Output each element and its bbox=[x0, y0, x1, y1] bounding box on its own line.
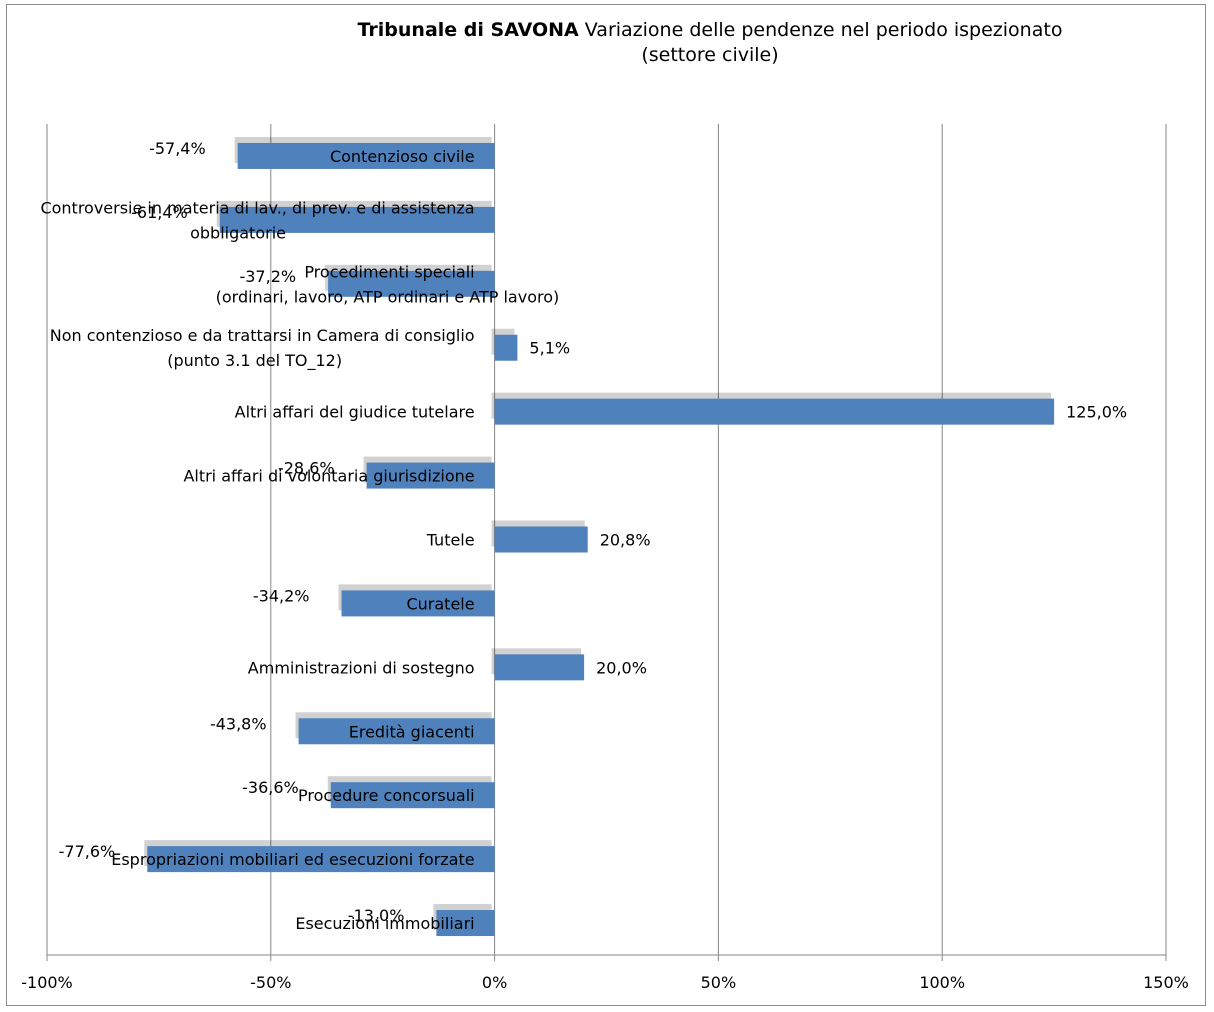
bar-6 bbox=[494, 526, 588, 553]
bar-11 bbox=[147, 846, 495, 873]
bar-1 bbox=[219, 206, 495, 233]
category-label-3-0: Non contenzioso e da trattarsi in Camera… bbox=[50, 326, 475, 345]
category-label-9-0: Eredità giacenti bbox=[349, 722, 475, 741]
bar-4 bbox=[494, 398, 1055, 425]
category-label-6-0: Tutele bbox=[426, 531, 475, 550]
bar-5 bbox=[366, 462, 495, 489]
x-tick-label-5: 150% bbox=[1143, 973, 1189, 992]
category-label-4-0: Altri affari del giudice tutelare bbox=[235, 403, 475, 422]
data-label-2: -37,2% bbox=[239, 267, 296, 286]
bar-9 bbox=[298, 718, 495, 745]
x-tick-label-0: -100% bbox=[21, 973, 73, 992]
bar-2 bbox=[328, 270, 495, 297]
category-label-10-0: Procedure concorsuali bbox=[298, 786, 475, 805]
chart-title: Tribunale di SAVONA Variazione delle pen… bbox=[250, 18, 1170, 68]
data-label-5: -28,6% bbox=[278, 459, 335, 478]
category-label-1-1: obbligatorie bbox=[190, 223, 286, 242]
data-label-8: 20,0% bbox=[596, 658, 647, 677]
data-label-11: -77,6% bbox=[59, 842, 116, 861]
bar-7 bbox=[341, 590, 495, 617]
data-label-7: -34,2% bbox=[253, 586, 310, 605]
data-label-0: -57,4% bbox=[149, 139, 206, 158]
bar-12 bbox=[436, 910, 495, 937]
chart-title-bold: Tribunale di SAVONA bbox=[357, 19, 579, 41]
data-label-12: -13,0% bbox=[348, 906, 405, 925]
category-label-7-0: Curatele bbox=[406, 594, 474, 613]
category-label-11-0: Espropriazioni mobiliari ed esecuzioni f… bbox=[111, 850, 474, 869]
bar-3 bbox=[494, 334, 518, 361]
chart-title-rest: Variazione delle pendenze nel periodo is… bbox=[578, 19, 1063, 41]
category-label-8-0: Amministrazioni di sostegno bbox=[248, 658, 475, 677]
category-label-2-1: (ordinari, lavoro, ATP ordinari e ATP la… bbox=[216, 287, 560, 306]
data-label-9: -43,8% bbox=[210, 714, 267, 733]
x-tick-label-4: 100% bbox=[919, 973, 965, 992]
bar-0 bbox=[237, 142, 495, 169]
bar-10 bbox=[330, 782, 495, 809]
chart-title-line2: (settore civile) bbox=[641, 44, 779, 66]
category-label-3-1: (punto 3.1 del TO_12) bbox=[167, 351, 342, 371]
category-label-1-0: Controversie in materia di lav., di prev… bbox=[40, 198, 474, 217]
x-tick-label-3: 50% bbox=[701, 973, 737, 992]
x-tick-label-2: 0% bbox=[482, 973, 507, 992]
bar-8 bbox=[494, 654, 585, 681]
data-label-10: -36,6% bbox=[242, 778, 299, 797]
data-label-1: -61,4% bbox=[131, 203, 188, 222]
data-label-3: 5,1% bbox=[529, 339, 570, 358]
x-tick-label-1: -50% bbox=[250, 973, 291, 992]
category-label-0-0: Contenzioso civile bbox=[330, 147, 475, 166]
chart-frame bbox=[6, 4, 1206, 1006]
data-label-4: 125,0% bbox=[1066, 403, 1127, 422]
category-label-5-0: Altri affari di volontaria giurisdizione bbox=[183, 467, 474, 486]
category-label-12-0: Esecuzioni immobiliari bbox=[295, 914, 474, 933]
data-label-6: 20,8% bbox=[600, 531, 651, 550]
category-label-2-0: Procedimenti speciali bbox=[304, 262, 474, 281]
